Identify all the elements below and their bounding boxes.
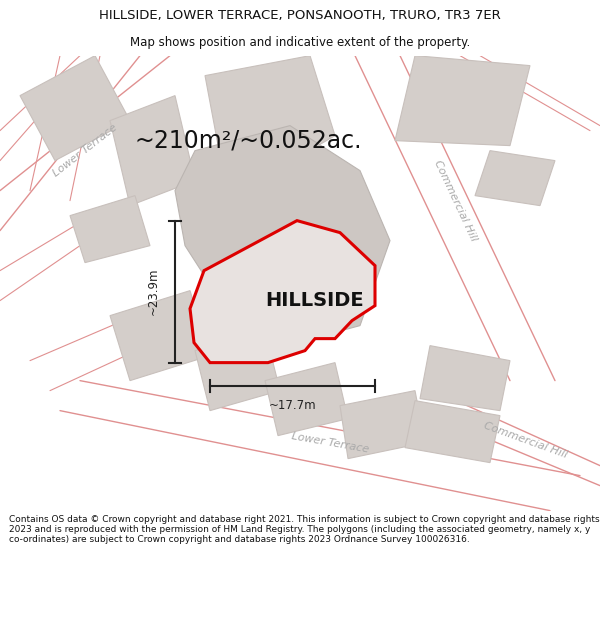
Polygon shape xyxy=(395,56,530,146)
Polygon shape xyxy=(265,362,348,436)
Text: Lower Terrace: Lower Terrace xyxy=(290,431,370,454)
Text: ~210m²/~0.052ac.: ~210m²/~0.052ac. xyxy=(134,129,362,152)
Polygon shape xyxy=(110,96,195,206)
Text: Commercial Hill: Commercial Hill xyxy=(482,421,568,461)
Polygon shape xyxy=(70,196,150,262)
Text: Contains OS data © Crown copyright and database right 2021. This information is : Contains OS data © Crown copyright and d… xyxy=(9,514,599,544)
Polygon shape xyxy=(340,391,425,459)
Text: HILLSIDE: HILLSIDE xyxy=(266,291,364,310)
Text: Map shows position and indicative extent of the property.: Map shows position and indicative extent… xyxy=(130,36,470,49)
Text: ~17.7m: ~17.7m xyxy=(269,399,316,412)
Text: HILLSIDE, LOWER TERRACE, PONSANOOTH, TRURO, TR3 7ER: HILLSIDE, LOWER TERRACE, PONSANOOTH, TRU… xyxy=(99,9,501,22)
Polygon shape xyxy=(420,346,510,411)
Polygon shape xyxy=(475,151,555,206)
Polygon shape xyxy=(175,126,390,346)
Polygon shape xyxy=(190,221,375,362)
Text: Lower Terrace: Lower Terrace xyxy=(51,122,119,179)
Polygon shape xyxy=(205,56,335,171)
Polygon shape xyxy=(195,331,280,411)
Text: Commercial Hill: Commercial Hill xyxy=(432,159,478,242)
Polygon shape xyxy=(110,291,210,381)
Polygon shape xyxy=(20,56,130,161)
Text: ~23.9m: ~23.9m xyxy=(146,268,160,316)
Polygon shape xyxy=(405,401,500,462)
